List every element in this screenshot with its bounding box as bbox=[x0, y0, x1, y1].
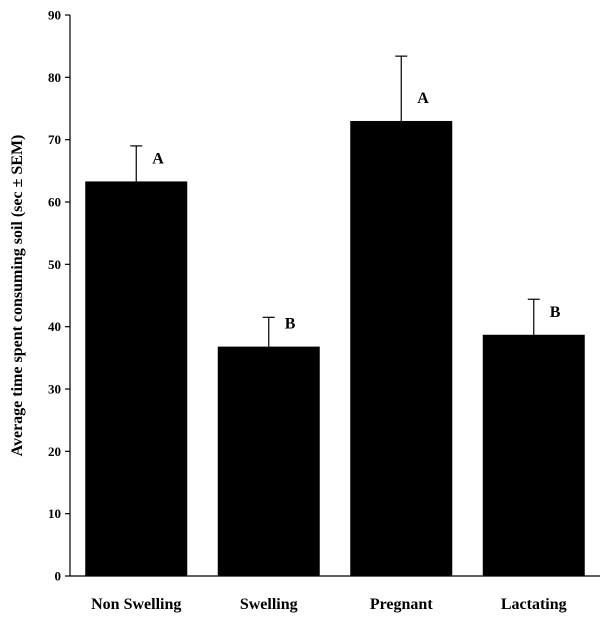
bar bbox=[482, 334, 585, 576]
y-tick-label: 40 bbox=[48, 319, 61, 334]
y-tick-label: 0 bbox=[55, 569, 62, 584]
y-tick-label: 70 bbox=[48, 132, 61, 147]
x-tick-label: Lactating bbox=[501, 596, 567, 613]
x-tick-label: Non Swelling bbox=[91, 596, 181, 613]
significance-label: A bbox=[417, 90, 429, 107]
significance-label: B bbox=[550, 304, 561, 321]
y-tick-label: 30 bbox=[48, 382, 61, 397]
y-tick-label: 60 bbox=[48, 195, 61, 210]
significance-label: B bbox=[285, 316, 296, 333]
bar bbox=[217, 346, 320, 576]
significance-label: A bbox=[152, 150, 164, 167]
y-tick-label: 10 bbox=[48, 506, 61, 521]
x-tick-label: Swelling bbox=[240, 596, 298, 613]
y-tick-label: 80 bbox=[48, 70, 61, 85]
y-tick-label: 20 bbox=[48, 444, 61, 459]
y-tick-label: 50 bbox=[48, 257, 61, 272]
bar bbox=[85, 181, 188, 576]
y-axis-title: Average time spent consuming soil (sec ±… bbox=[9, 135, 26, 457]
bars: A Non Swelling B Swelling A Pregnant B Lactatin… bbox=[85, 55, 585, 613]
x-tick-label: Pregnant bbox=[370, 596, 433, 613]
bar bbox=[350, 120, 453, 576]
y-tick-label: 90 bbox=[48, 8, 61, 23]
